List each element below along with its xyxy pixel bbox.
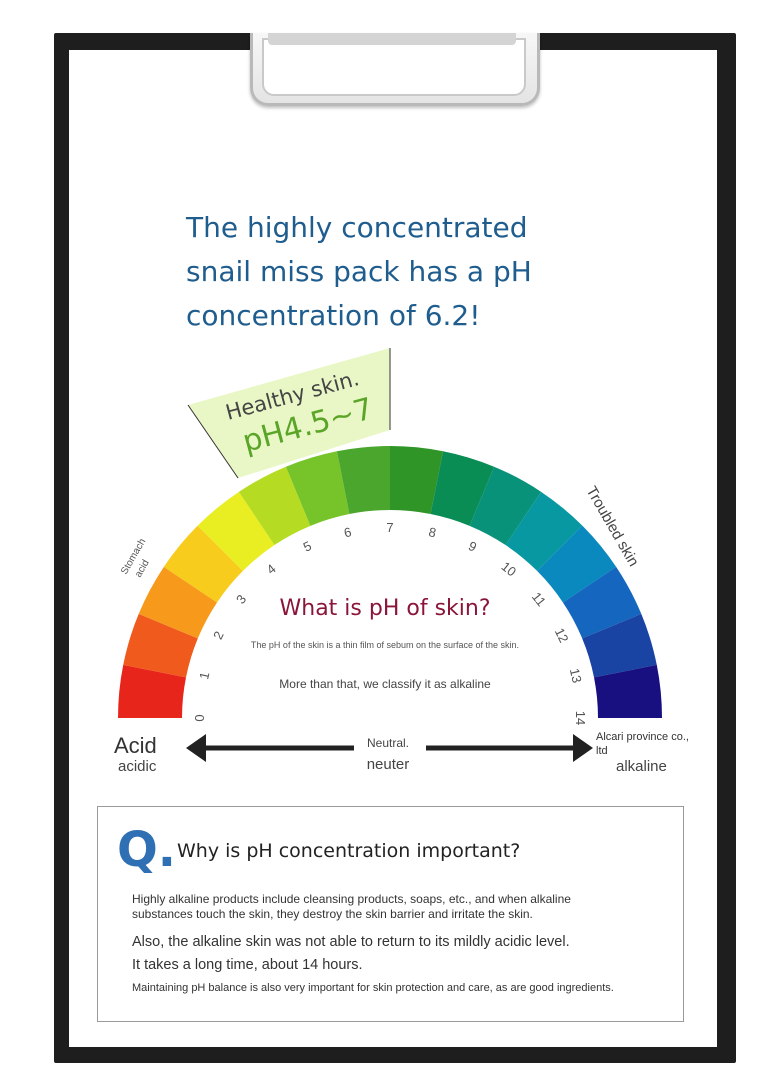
- ph-arc-segment: [469, 466, 542, 546]
- what-is-ph-note: More than that, we classify it as alkali…: [279, 677, 491, 691]
- ph-number-label: 7: [386, 520, 393, 535]
- arrow-right-icon: [573, 734, 593, 762]
- question-box: [97, 806, 684, 1022]
- ph-arc-segment: [562, 566, 642, 639]
- headline-line-1: The highly concentrated: [186, 211, 528, 244]
- answer-paragraph-3: It takes a long time, about 14 hours.: [132, 957, 363, 973]
- clipboard-clip-hinge: [268, 33, 516, 45]
- acid-sublabel: acidic: [118, 758, 157, 775]
- ph-color-arc: [118, 446, 662, 718]
- ph-number-label: 12: [552, 626, 572, 646]
- ph-number-label: 1: [196, 670, 212, 680]
- neutral-sublabel: neuter: [366, 756, 410, 773]
- ph-arc-segment: [138, 566, 218, 639]
- answer-paragraph-2: Also, the alkaline skin was not able to …: [132, 934, 570, 950]
- ph-number-label: 4: [264, 561, 279, 577]
- ph-number-label: 6: [342, 524, 352, 540]
- what-is-ph-title: What is pH of skin?: [279, 596, 491, 621]
- headline-line-2: snail miss pack has a pH: [186, 255, 532, 288]
- ph-arc-segment: [582, 613, 657, 678]
- ph-number-label: 10: [498, 559, 519, 580]
- ph-arc-segment: [594, 664, 662, 718]
- answer-paragraph-1: Highly alkaline products include cleansi…: [132, 892, 571, 921]
- ph-number-label: 14: [573, 711, 588, 725]
- ph-arc-segment: [118, 664, 186, 718]
- ph-arc-segment: [238, 466, 311, 546]
- ph-arc-segment: [336, 446, 390, 514]
- arrow-left-icon: [186, 734, 206, 762]
- ph-number-label: 13: [567, 667, 585, 684]
- headline-line-3: concentration of 6.2!: [186, 299, 481, 332]
- ph-number-label: 0: [192, 714, 207, 721]
- headline: The highly concentrated snail miss pack …: [186, 206, 606, 338]
- answer-paragraph-4: Maintaining pH balance is also very impo…: [132, 982, 614, 994]
- ph-arc-segment: [197, 491, 275, 571]
- question-title: Why is pH concentration important?: [177, 840, 521, 862]
- ph-arc-segment: [430, 451, 495, 526]
- acid-label: Acid: [114, 733, 157, 758]
- alkaline-sublabel: alkaline: [616, 758, 667, 775]
- ph-arc-segment: [285, 451, 350, 526]
- what-is-ph-description: The pH of the skin is a thin film of seb…: [250, 640, 520, 650]
- ph-number-label: 8: [427, 524, 437, 540]
- ph-arc-segment: [537, 525, 617, 603]
- neutral-label: Neutral.: [366, 736, 410, 750]
- ph-number-label: 5: [301, 538, 314, 555]
- ph-arc-segment: [505, 491, 583, 571]
- healthy-skin-band: [188, 348, 390, 478]
- ph-arc-segment: [390, 446, 444, 514]
- ph-arc-segment: [163, 525, 243, 603]
- ph-arc-segment: [123, 613, 198, 678]
- ph-number-label: 9: [466, 538, 479, 555]
- clipboard-clip-hole: [262, 38, 526, 96]
- q-icon: Q.: [117, 822, 177, 878]
- healthy-band-edge-left: [187, 404, 239, 479]
- alkaline-label: Alcari province co., ltd: [596, 731, 689, 757]
